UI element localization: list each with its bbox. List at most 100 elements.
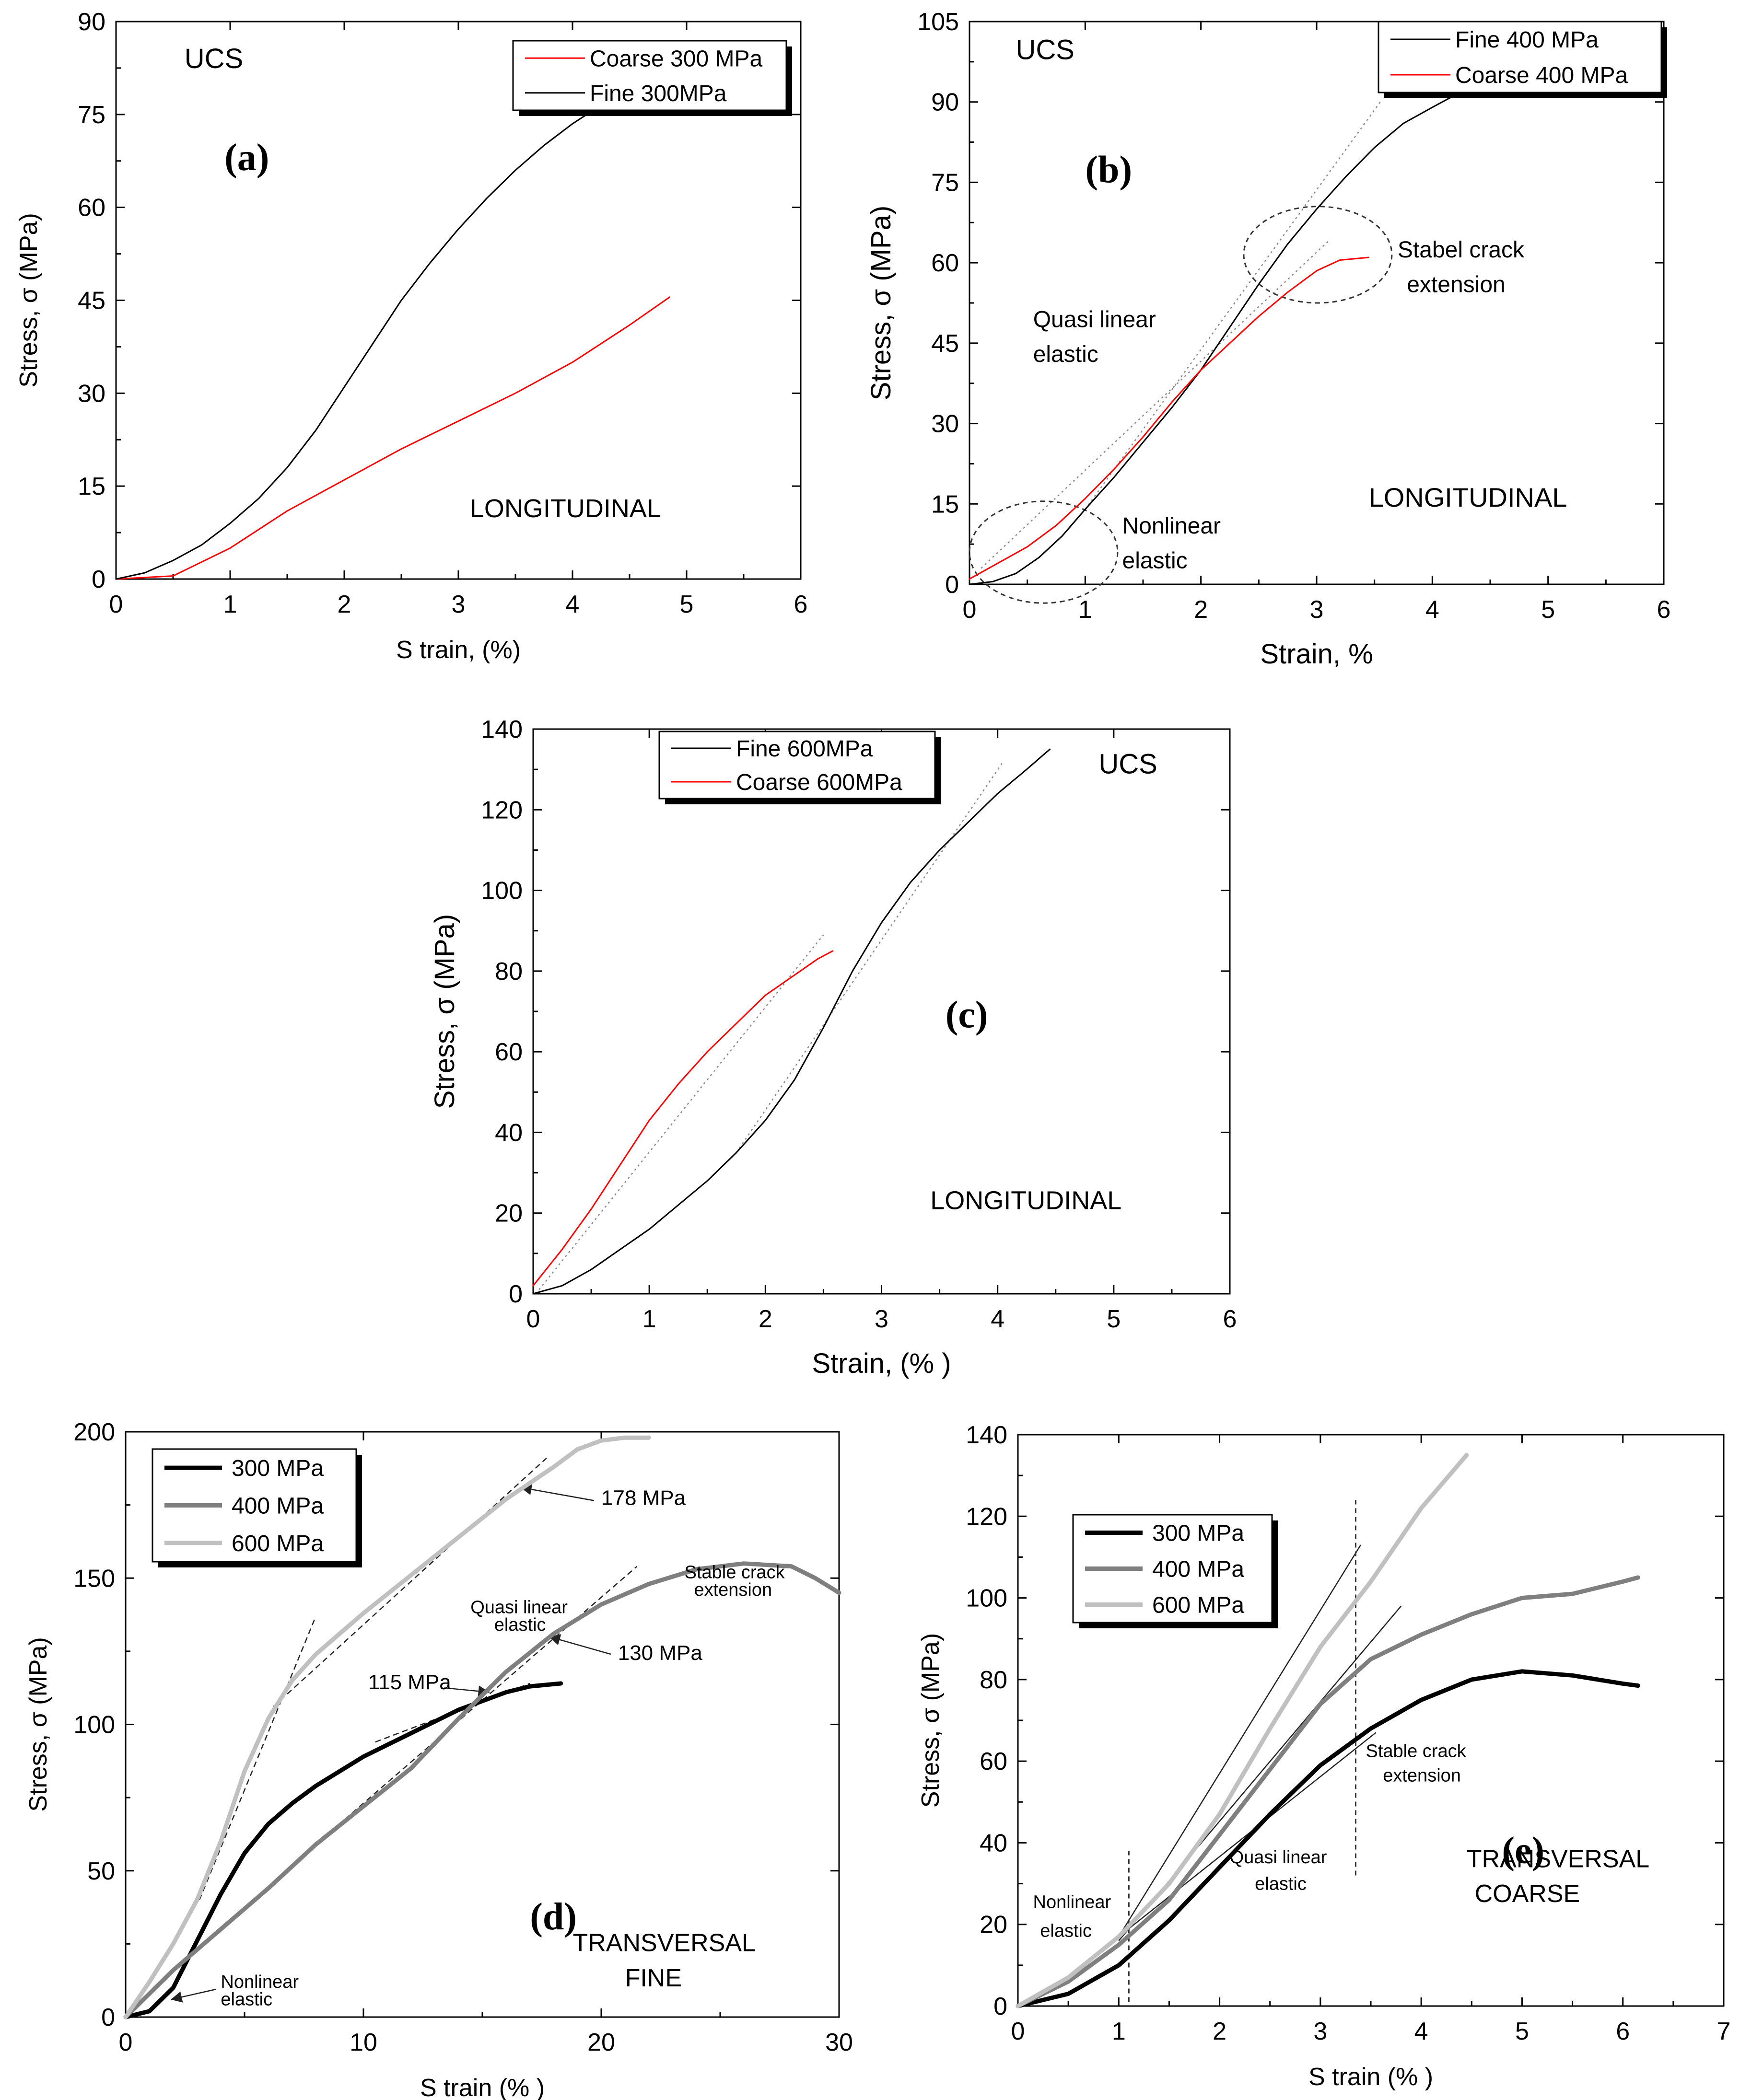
y-tick-label: 45 bbox=[931, 330, 959, 358]
y-tick-label: 120 bbox=[481, 796, 523, 824]
legend-label: 300 MPa bbox=[232, 1456, 324, 1481]
tangent-line bbox=[199, 1616, 316, 1901]
x-tick-label: 3 bbox=[1313, 2018, 1327, 2045]
chart-annotation: Stable crack bbox=[1366, 1741, 1466, 1762]
y-tick-label: 105 bbox=[917, 8, 959, 36]
chart-annotation: elastic bbox=[494, 1615, 546, 1635]
legend-label: 600 MPa bbox=[1152, 1593, 1244, 1618]
y-tick-label: 15 bbox=[78, 473, 105, 500]
tangent-line bbox=[1118, 1732, 1377, 1938]
y-tick-label: 150 bbox=[73, 1565, 115, 1592]
legend-label: Fine 400 MPa bbox=[1455, 27, 1599, 53]
y-tick-label: 200 bbox=[73, 1418, 115, 1446]
chart-annotation: Nonlinear bbox=[1033, 1892, 1111, 1913]
y-tick-label: 120 bbox=[966, 1503, 1007, 1531]
x-tick-label: 10 bbox=[350, 2029, 377, 2056]
chart-annotation: UCS bbox=[185, 43, 243, 74]
x-tick-label: 6 bbox=[1223, 1305, 1237, 1333]
tangent-line bbox=[272, 1458, 547, 1707]
chart-annotation: UCS bbox=[1098, 749, 1157, 780]
chart-annotation: Quasi linear bbox=[1230, 1847, 1327, 1868]
y-tick-label: 0 bbox=[945, 571, 959, 599]
x-axis-label: S train (% ) bbox=[420, 2074, 545, 2100]
chart-annotation: elastic bbox=[1122, 548, 1188, 573]
x-axis-label: Strain, (% ) bbox=[812, 1348, 951, 1379]
region-ellipse bbox=[969, 500, 1119, 604]
x-tick-label: 1 bbox=[223, 591, 237, 618]
chart-annotation: LONGITUDINAL bbox=[470, 494, 661, 523]
chart-panel-d: 0 10 20 30 0 50 100 150 200 S train (% ) Stress, σ… bbox=[24, 1418, 853, 2100]
chart-annotation: Quasi linear bbox=[1033, 307, 1156, 332]
y-tick-label: 30 bbox=[931, 410, 959, 438]
series-line-b-1 bbox=[969, 256, 1370, 580]
legend-label: 600 MPa bbox=[232, 1531, 324, 1556]
y-tick-label: 80 bbox=[980, 1666, 1007, 1694]
series-line-e-1 bbox=[1016, 1575, 1640, 2008]
chart-annotation: elastic bbox=[1033, 342, 1098, 367]
y-tick-label: 0 bbox=[993, 1993, 1007, 2020]
chart-annotation: Nonlinear bbox=[1122, 513, 1221, 539]
x-tick-label: 7 bbox=[1717, 2018, 1731, 2045]
x-tick-label: 1 bbox=[1078, 596, 1092, 624]
chart-annotation: COARSE bbox=[1475, 1880, 1580, 1908]
legend-label: 300 MPa bbox=[1152, 1521, 1244, 1546]
y-tick-label: 100 bbox=[73, 1711, 115, 1739]
chart-annotation: elastic bbox=[1255, 1874, 1307, 1894]
y-tick-label: 0 bbox=[92, 566, 105, 593]
chart-annotation: elastic bbox=[1040, 1921, 1092, 1941]
y-tick-label: 90 bbox=[78, 8, 105, 36]
legend-label: 400 MPa bbox=[232, 1494, 324, 1519]
y-tick-label: 0 bbox=[509, 1280, 523, 1308]
series-line-e-2 bbox=[1016, 1453, 1469, 2008]
y-tick-label: 90 bbox=[931, 89, 959, 116]
x-tick-label: 5 bbox=[1107, 1305, 1121, 1333]
x-tick-label: 0 bbox=[963, 596, 977, 624]
legend-label: Coarse 400 MPa bbox=[1455, 63, 1628, 88]
y-tick-label: 40 bbox=[495, 1119, 523, 1147]
series-line-c-0 bbox=[532, 748, 1051, 1295]
panel-label: (c) bbox=[946, 994, 988, 1036]
y-tick-label: 30 bbox=[78, 380, 105, 407]
chart-annotation: Quasi linear bbox=[470, 1598, 568, 1618]
y-tick-label: 100 bbox=[481, 877, 523, 905]
x-tick-label: 6 bbox=[794, 591, 808, 618]
x-tick-label: 3 bbox=[452, 591, 466, 618]
chart-annotation: Nonlinear bbox=[221, 1972, 299, 1992]
region-ellipse bbox=[1243, 206, 1393, 304]
legend-box bbox=[1378, 21, 1662, 93]
chart-annotation: extension bbox=[1383, 1766, 1461, 1786]
legend-label: Coarse 300 MPa bbox=[590, 46, 762, 71]
x-tick-label: 5 bbox=[1515, 2018, 1529, 2045]
y-tick-label: 75 bbox=[78, 101, 105, 129]
series-line-c-1 bbox=[532, 950, 834, 1287]
x-tick-label: 3 bbox=[875, 1305, 888, 1333]
legend-label: Fine 300MPa bbox=[590, 81, 727, 106]
y-tick-label: 40 bbox=[980, 1829, 1007, 1857]
y-tick-label: 60 bbox=[931, 249, 959, 277]
chart-annotation: 115 MPa bbox=[368, 1671, 451, 1694]
x-tick-label: 6 bbox=[1616, 2018, 1630, 2045]
series-line-e-0 bbox=[1016, 1669, 1640, 2008]
panel-label: (e) bbox=[1502, 1830, 1544, 1872]
y-axis-label: Stress, σ (MPa) bbox=[917, 1633, 945, 1808]
y-tick-label: 60 bbox=[980, 1748, 1007, 1775]
y-axis-label: Stress, σ (MPa) bbox=[865, 206, 897, 400]
chart-annotation: 178 MPa bbox=[601, 1486, 686, 1510]
y-tick-label: 50 bbox=[87, 1857, 115, 1885]
series-line-d-1 bbox=[123, 1561, 841, 2019]
chart-annotation: Stabel crack bbox=[1398, 237, 1525, 263]
legend-label: 400 MPa bbox=[1152, 1557, 1244, 1582]
x-tick-label: 0 bbox=[119, 2029, 133, 2056]
x-tick-label: 4 bbox=[566, 591, 580, 618]
x-tick-label: 2 bbox=[338, 591, 351, 618]
x-tick-label: 30 bbox=[825, 2029, 853, 2056]
y-tick-label: 0 bbox=[101, 2004, 115, 2031]
y-tick-label: 45 bbox=[78, 287, 105, 315]
legend-label: Fine 600MPa bbox=[736, 736, 873, 762]
x-tick-label: 1 bbox=[1112, 2018, 1126, 2045]
y-axis-label: Stress, σ (MPa) bbox=[429, 914, 460, 1109]
x-tick-label: 4 bbox=[1414, 2018, 1428, 2045]
